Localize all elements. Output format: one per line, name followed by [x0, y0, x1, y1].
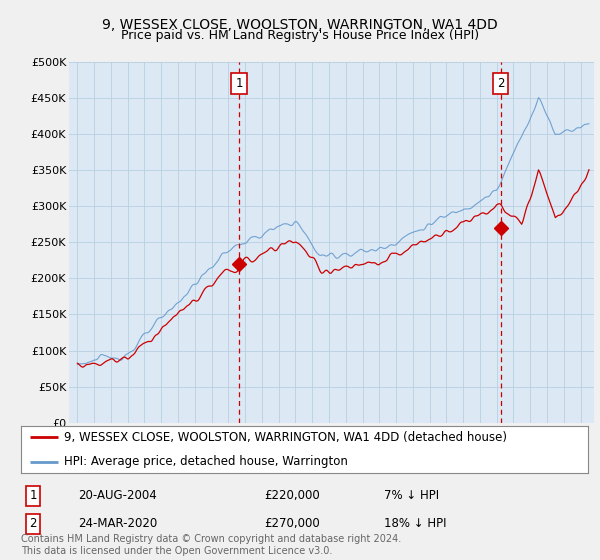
Text: 18% ↓ HPI: 18% ↓ HPI	[384, 517, 446, 530]
Text: £270,000: £270,000	[264, 517, 320, 530]
Text: 1: 1	[29, 489, 37, 502]
Text: 1: 1	[235, 77, 243, 90]
Text: HPI: Average price, detached house, Warrington: HPI: Average price, detached house, Warr…	[64, 455, 347, 468]
Text: 2: 2	[497, 77, 505, 90]
Text: 9, WESSEX CLOSE, WOOLSTON, WARRINGTON, WA1 4DD: 9, WESSEX CLOSE, WOOLSTON, WARRINGTON, W…	[102, 18, 498, 32]
Text: Contains HM Land Registry data © Crown copyright and database right 2024.
This d: Contains HM Land Registry data © Crown c…	[21, 534, 401, 556]
Text: 2: 2	[29, 517, 37, 530]
Text: 20-AUG-2004: 20-AUG-2004	[78, 489, 157, 502]
Text: 7% ↓ HPI: 7% ↓ HPI	[384, 489, 439, 502]
Text: 24-MAR-2020: 24-MAR-2020	[78, 517, 157, 530]
Text: 9, WESSEX CLOSE, WOOLSTON, WARRINGTON, WA1 4DD (detached house): 9, WESSEX CLOSE, WOOLSTON, WARRINGTON, W…	[64, 431, 506, 444]
Text: Price paid vs. HM Land Registry's House Price Index (HPI): Price paid vs. HM Land Registry's House …	[121, 29, 479, 42]
Text: £220,000: £220,000	[264, 489, 320, 502]
